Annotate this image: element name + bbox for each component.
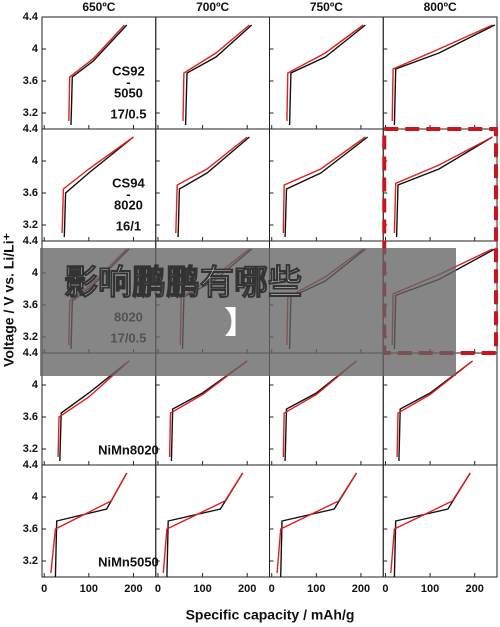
- x-tick-label: 100: [307, 583, 325, 595]
- y-tick-label: 3.6: [23, 411, 38, 423]
- y-tick-label: 3.2: [23, 555, 38, 567]
- panel-frame: [382, 128, 498, 242]
- x-tick-label: 200: [466, 583, 484, 595]
- row-label: 16/1: [116, 218, 141, 233]
- x-tick-label: 0: [41, 583, 47, 595]
- y-tick-label: 4: [32, 155, 39, 167]
- curve: [162, 472, 244, 574]
- curve: [284, 136, 369, 238]
- y-tick-label: 3.6: [23, 523, 38, 535]
- y-tick-label: 4: [32, 267, 39, 279]
- y-tick-label: 4.4: [23, 459, 39, 471]
- y-tick-label: 4.4: [23, 11, 39, 23]
- column-title: 800ºC: [424, 0, 457, 14]
- y-tick-label: 3.2: [23, 219, 38, 231]
- curve: [393, 24, 496, 126]
- curve: [175, 136, 248, 234]
- row-label: CS94: [112, 175, 145, 190]
- curve: [182, 24, 250, 122]
- y-tick-label: 3.2: [23, 331, 38, 343]
- row-label: NiMn8020: [98, 442, 159, 457]
- curve: [393, 136, 493, 234]
- row-label: 17/0.5: [110, 106, 146, 121]
- curve: [70, 24, 128, 126]
- x-tick-label: 100: [80, 583, 98, 595]
- column-title: 750ºC: [310, 0, 343, 14]
- panel-frame: [382, 16, 498, 130]
- x-tick-label: 0: [382, 583, 388, 595]
- curve: [390, 472, 471, 574]
- row-label: -: [126, 186, 130, 201]
- x-tick-label: 0: [155, 583, 161, 595]
- curve: [391, 24, 493, 122]
- y-tick-label: 4: [32, 491, 39, 503]
- y-axis-label: Voltage / V vs. Li/Li⁺: [1, 233, 17, 367]
- row-label: CS92: [112, 63, 145, 78]
- curve: [184, 24, 253, 126]
- y-tick-label: 4.4: [23, 347, 39, 359]
- curve: [286, 24, 364, 122]
- curve: [282, 136, 366, 234]
- curve: [395, 136, 493, 238]
- y-tick-label: 3.6: [23, 187, 38, 199]
- panel-frame: [269, 128, 384, 242]
- y-tick-label: 4.4: [23, 235, 39, 247]
- y-tick-label: 3.2: [23, 443, 38, 455]
- x-tick-label: 200: [238, 583, 256, 595]
- y-tick-label: 3.6: [23, 75, 38, 87]
- x-tick-label: 200: [352, 583, 370, 595]
- curve: [57, 360, 130, 458]
- curve: [393, 472, 471, 578]
- y-tick-label: 4: [32, 43, 39, 55]
- y-tick-label: 4: [32, 379, 39, 391]
- x-axis-label: Specific capacity / mAh/g: [186, 607, 355, 623]
- overlay-text: 影响鹏鹏有哪些: [64, 264, 302, 302]
- curve: [59, 360, 130, 462]
- curve: [166, 472, 244, 578]
- curve: [396, 360, 473, 458]
- x-tick-label: 100: [193, 583, 211, 595]
- y-tick-label: 4.4: [23, 123, 39, 135]
- overlay-banner: [40, 248, 456, 376]
- panel-frame: [269, 464, 384, 578]
- row-label: -: [126, 74, 130, 89]
- curve: [288, 24, 366, 126]
- column-title: 700ºC: [196, 0, 229, 14]
- x-tick-label: 200: [124, 583, 142, 595]
- x-tick-label: 0: [269, 583, 275, 595]
- y-tick-label: 3.2: [23, 107, 38, 119]
- curve: [177, 136, 250, 238]
- row-label: NiMn5050: [98, 554, 159, 569]
- curve: [50, 472, 128, 574]
- row-label: 8020: [114, 197, 143, 212]
- curve: [61, 136, 134, 234]
- curve: [68, 24, 126, 122]
- panel-frame: [155, 16, 270, 130]
- curve: [276, 472, 358, 574]
- y-tick-label: 3.6: [23, 299, 38, 311]
- overlay-text: 】: [225, 307, 255, 340]
- column-title: 650ºC: [82, 0, 115, 14]
- curve: [282, 360, 357, 458]
- panel-frame: [155, 128, 270, 242]
- panel-frame: [382, 464, 498, 578]
- curve: [280, 472, 358, 578]
- curve: [168, 360, 248, 458]
- curve: [63, 136, 134, 238]
- x-tick-label: 100: [421, 583, 439, 595]
- row-label: 5050: [114, 85, 143, 100]
- panel-frame: [155, 464, 270, 578]
